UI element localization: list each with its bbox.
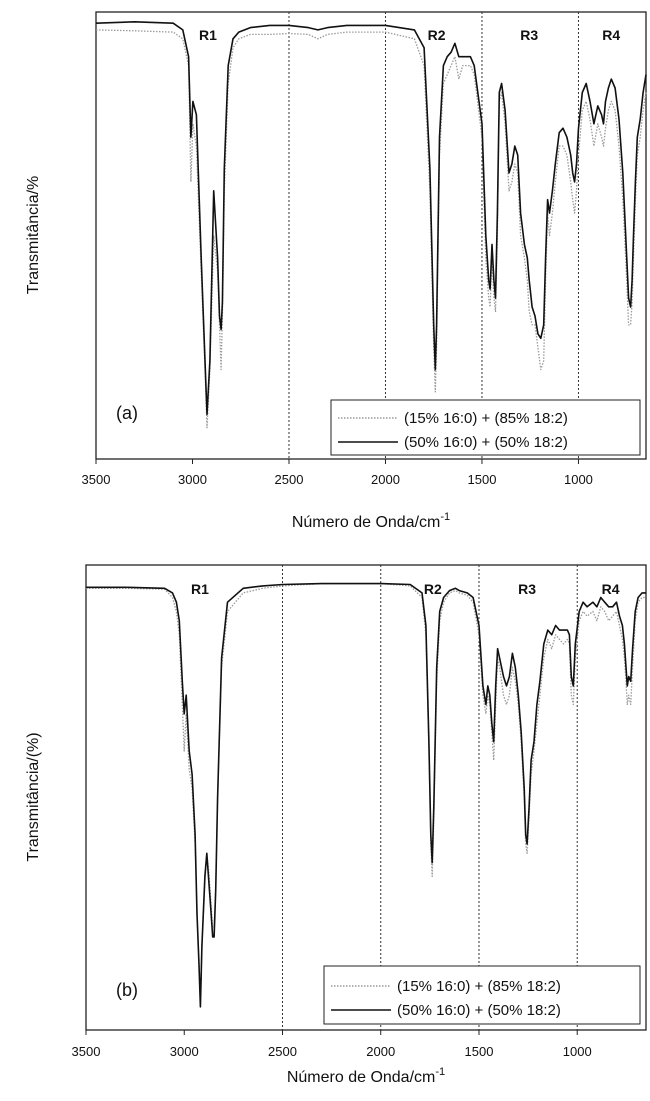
x-tick-label-a-3500: 3500: [82, 472, 111, 487]
series-line-b-dotted: [86, 582, 646, 1003]
x-tick-label-b-3000: 3000: [170, 1044, 199, 1059]
series-lines-b: [86, 582, 646, 1008]
x-tick-label-b-1500: 1500: [465, 1044, 494, 1059]
region-dividers-b: [281, 565, 578, 1030]
series-line-a-dotted: [95, 29, 647, 429]
series-lines-a: [95, 21, 647, 429]
x-axis-title-b: Número de Onda/cm-1: [287, 1066, 445, 1086]
x-tick-label-b-3500: 3500: [72, 1044, 101, 1059]
panel-label-a: (a): [116, 403, 138, 423]
region-labels-b: R1 R2 R3 R4: [191, 581, 620, 597]
region-label-b-r3: R3: [518, 581, 536, 597]
region-label-b-r4: R4: [602, 581, 620, 597]
x-axis-title-a: Número de Onda/cm-1: [292, 511, 450, 531]
x-tick-label-a-2000: 2000: [371, 472, 400, 487]
region-label-a-r2: R2: [428, 27, 446, 43]
y-axis-title-a: Transmitância/%: [25, 176, 42, 295]
region-dividers-a: [288, 12, 579, 459]
region-labels-a: R1 R2 R3 R4: [199, 27, 620, 43]
x-tick-label-b-2000: 2000: [366, 1044, 395, 1059]
region-label-a-r1: R1: [199, 27, 217, 43]
legend-b: (15% 16:0) + (85% 18:2) (50% 16:0) + (50…: [323, 965, 641, 1025]
region-label-a-r3: R3: [520, 27, 538, 43]
x-tick-label-b-1000: 1000: [563, 1044, 592, 1059]
x-tick-label-a-1500: 1500: [468, 472, 497, 487]
chart-panel-b: R1 R2 R3 R4 3500 3000 2500 2000 1500 1000 (b) (1…: [25, 564, 647, 1086]
x-axis-ticks-a: 3500 3000 2500 2000 1500 1000: [82, 459, 593, 487]
x-tick-label-a-2500: 2500: [275, 472, 304, 487]
series-line-a-solid: [95, 21, 647, 416]
x-tick-label-b-2500: 2500: [268, 1044, 297, 1059]
x-axis-ticks-b: 3500 3000 2500 2000 1500 1000: [72, 1030, 592, 1059]
legend-label-a-1: (15% 16:0) + (85% 18:2): [404, 410, 568, 427]
plot-frame-a: [95, 11, 647, 460]
legend-box-a: [330, 399, 641, 456]
chart-panel-a: R1 R2 R3 R4 3500 3000 2500 2000 1500 1000 (a) (1…: [25, 11, 647, 531]
plot-frame-b: [85, 564, 647, 1031]
legend-label-b-1: (15% 16:0) + (85% 18:2): [397, 978, 561, 995]
region-label-a-r4: R4: [602, 27, 620, 43]
y-axis-title-b: Transmitância/(%): [25, 732, 42, 861]
panel-label-b: (b): [116, 980, 138, 1000]
region-label-b-r2: R2: [424, 581, 442, 597]
series-line-b-solid: [86, 582, 646, 1008]
x-tick-label-a-3000: 3000: [178, 472, 207, 487]
legend-label-b-2: (50% 16:0) + (50% 18:2): [397, 1002, 561, 1019]
x-tick-label-a-1000: 1000: [564, 472, 593, 487]
legend-box-b: [323, 965, 641, 1025]
region-label-b-r1: R1: [191, 581, 209, 597]
legend-label-a-2: (50% 16:0) + (50% 18:2): [404, 434, 568, 451]
legend-a: (15% 16:0) + (85% 18:2) (50% 16:0) + (50…: [330, 399, 641, 456]
